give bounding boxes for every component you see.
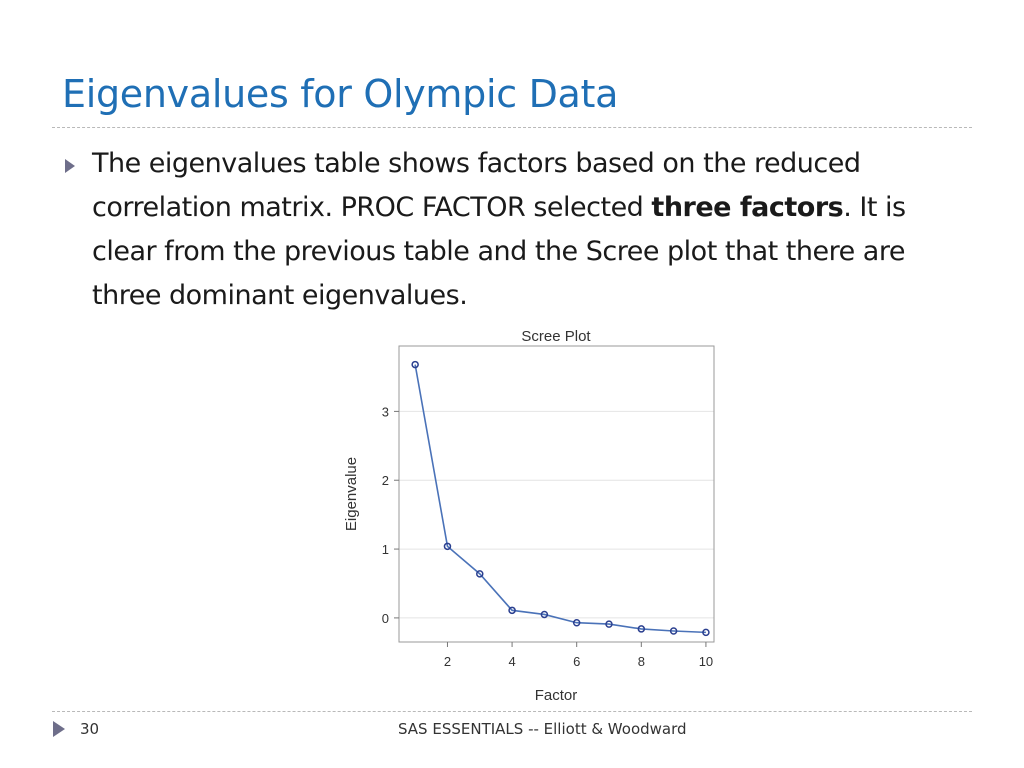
x-tick-label: 8 — [638, 654, 645, 669]
y-tick-label: 3 — [382, 404, 389, 419]
triangle-right-icon — [65, 159, 75, 173]
plot-axes: 0 1 2 3 2 4 6 8 10 — [382, 404, 713, 669]
series-line — [414, 364, 706, 634]
chart-title: Scree Plot — [521, 328, 591, 345]
x-tick-label: 10 — [699, 654, 713, 669]
x-tick-label: 2 — [444, 654, 451, 669]
data-point — [476, 570, 484, 578]
title-divider — [52, 127, 972, 128]
x-tick-label: 6 — [573, 654, 580, 669]
y-axis-label: Eigenvalue — [343, 457, 360, 531]
data-point — [637, 625, 646, 633]
scree-plot: 0 1 2 3 2 4 6 8 10 Scree Plot Factor Eigenvalue — [332, 322, 732, 710]
bullet-text: The eigenvalues table shows factors base… — [92, 142, 962, 318]
page-number: 30 — [80, 720, 100, 738]
data-point — [443, 542, 452, 551]
y-tick-label: 2 — [382, 473, 389, 488]
footer-text: SAS ESSENTIALS -- Elliott & Woodward — [398, 720, 687, 738]
slide-title: Eigenvalues for Olympic Data — [62, 72, 619, 116]
plot-data — [411, 360, 710, 637]
plot-frame — [398, 345, 715, 643]
x-tick-label: 4 — [508, 654, 515, 669]
bullet-text-part2: . It is clear from the previous table an… — [92, 192, 906, 311]
footer-divider — [52, 711, 972, 712]
bullet-text-part1: The eigenvalues table shows factors base… — [92, 148, 861, 223]
y-tick-label: 0 — [382, 611, 389, 626]
triangle-right-icon — [53, 721, 65, 737]
bullet-text-bold: three factors — [651, 192, 844, 223]
y-tick-label: 1 — [382, 542, 389, 557]
data-point — [702, 628, 710, 637]
scree-plot-svg: 0 1 2 3 2 4 6 8 10 Scree Plot Factor Eigenvalue — [343, 328, 715, 704]
data-point — [508, 606, 516, 615]
data-point — [605, 620, 613, 628]
data-point — [540, 610, 549, 619]
data-point — [572, 618, 581, 627]
data-point — [411, 360, 419, 369]
data-point — [669, 627, 678, 635]
x-axis-label: Factor — [535, 687, 578, 704]
plot-grid — [399, 410, 714, 619]
